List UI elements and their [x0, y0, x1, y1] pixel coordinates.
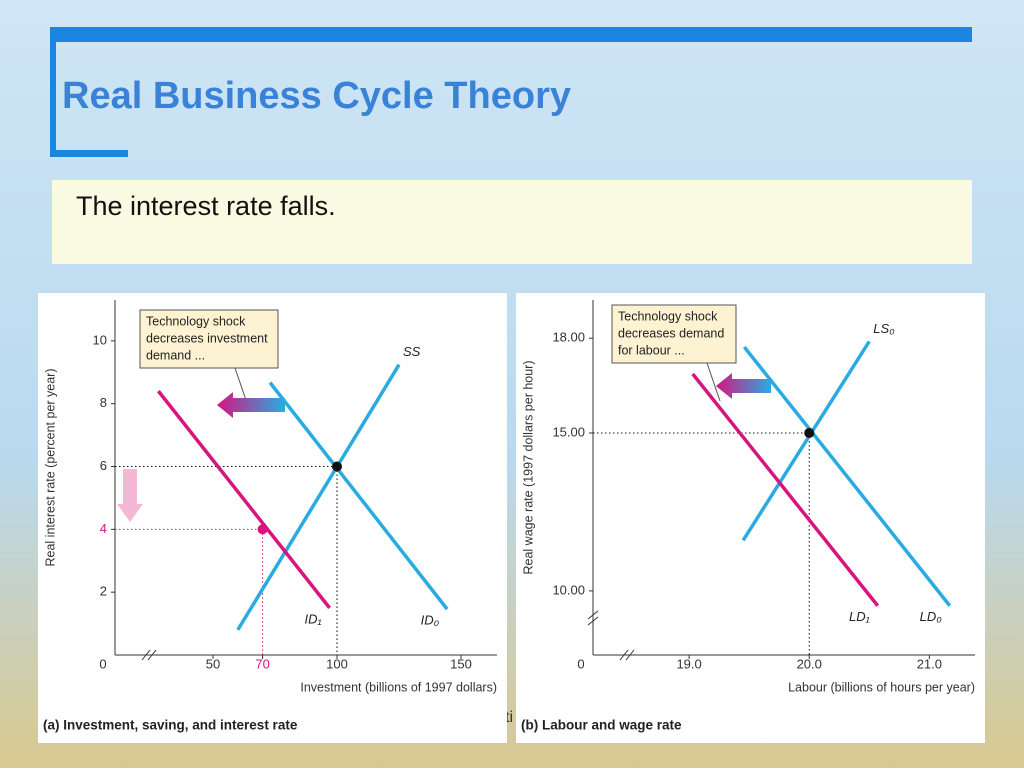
annotation-line: Technology shock — [618, 309, 718, 323]
series-label: ID₀ — [421, 613, 440, 628]
y-tick-label: 18.00 — [552, 330, 585, 345]
axis-break — [587, 616, 599, 626]
axis-break — [141, 649, 151, 661]
origin-label: 0 — [577, 656, 584, 671]
left-bar — [50, 27, 56, 157]
shift-arrow — [217, 392, 285, 418]
x-tick-label: 50 — [206, 656, 220, 671]
x-tick-label: 21.0 — [917, 656, 942, 671]
curve — [236, 363, 401, 631]
y-tick-label: 15.00 — [552, 424, 585, 439]
slide-text: The interest rate falls. — [76, 191, 336, 221]
x-axis-label: Investment (billions of 1997 dollars) — [300, 680, 497, 694]
annotation-line: decreases investment — [146, 331, 268, 345]
origin-label: 0 — [99, 656, 106, 671]
bottom-bar — [50, 150, 128, 157]
axis-break — [625, 649, 635, 661]
annotation-line: decreases demand — [618, 326, 724, 340]
text-box — [52, 180, 972, 264]
shift-arrow — [716, 373, 771, 399]
x-tick-label: 100 — [326, 656, 348, 671]
y-tick-label: 10 — [93, 332, 107, 347]
y-tick-label: 2 — [100, 584, 107, 599]
y-tick-label: 10.00 — [552, 582, 585, 597]
x-tick-label: 19.0 — [676, 656, 701, 671]
annotation-box — [611, 304, 737, 364]
y-axis-label: Real interest rate (percent per year) — [43, 368, 57, 566]
panel — [516, 293, 985, 743]
y-tick-label: 8 — [100, 395, 107, 410]
slide-title: Real Business Cycle Theory — [62, 75, 571, 117]
series-label: LS₀ — [873, 321, 895, 336]
down-arrow — [117, 469, 143, 522]
caption: (b) Labour and wage rate — [521, 718, 682, 733]
curve — [742, 345, 952, 607]
leader — [706, 362, 721, 402]
equilibrium-point — [332, 461, 343, 472]
series-label: LD₁ — [849, 609, 870, 624]
x-tick-label: 150 — [450, 656, 472, 671]
y-axis-label: Real wage rate (1997 dollars per hour) — [521, 360, 535, 574]
annotation-line: for labour ... — [618, 343, 685, 357]
x-axis-label: Labour (billions of hours per year) — [788, 680, 975, 694]
curve — [741, 340, 871, 542]
equilibrium-point — [257, 524, 268, 535]
top-bar — [50, 27, 972, 42]
hidden-text: ti — [505, 709, 513, 726]
annotation-box — [139, 309, 279, 369]
y-tick-label: 4 — [100, 521, 107, 536]
curve — [157, 390, 331, 609]
equilibrium-point — [804, 427, 815, 438]
x-tick-label: 20.0 — [797, 656, 822, 671]
series-label: ID₁ — [304, 611, 321, 626]
y-tick-label: 6 — [100, 458, 107, 473]
annotation-line: Technology shock — [146, 314, 246, 328]
curve — [691, 372, 880, 607]
annotation-line: demand ... — [146, 348, 205, 362]
series-label: LD₀ — [920, 609, 943, 624]
axis-break — [619, 649, 629, 661]
axis-break — [147, 649, 157, 661]
curve — [268, 381, 449, 611]
x-tick-label: 70 — [255, 656, 269, 671]
axis-break — [587, 610, 599, 620]
series-label: SS — [403, 344, 421, 359]
caption: (a) Investment, saving, and interest rat… — [43, 718, 298, 733]
